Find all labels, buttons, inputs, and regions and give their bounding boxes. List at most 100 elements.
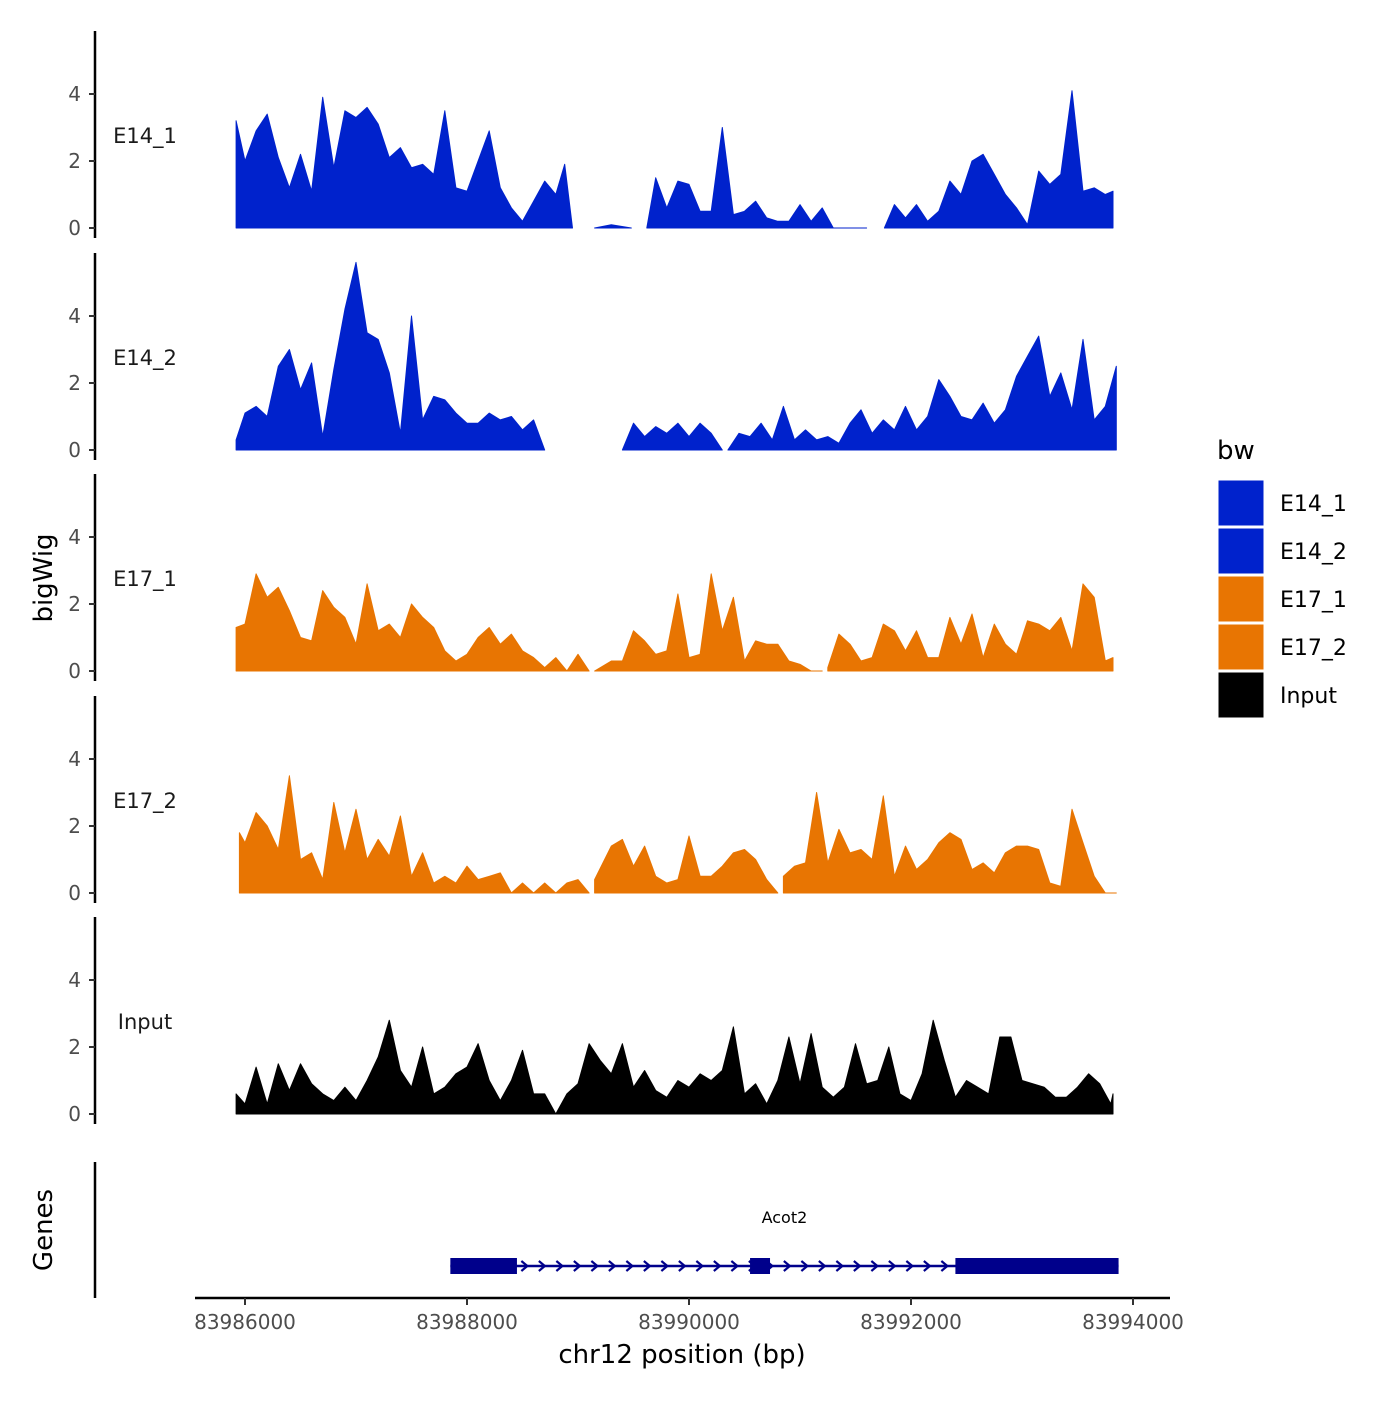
strand-arrow [678, 1260, 687, 1272]
signal-area-E17_1 [827, 583, 1114, 672]
y-tick-label: 2 [68, 592, 81, 616]
strand-arrow [625, 1260, 635, 1272]
y-tick-label: 4 [68, 82, 81, 106]
strand-arrow [713, 1260, 722, 1272]
strand-arrow [940, 1260, 950, 1272]
strand-arrow [608, 1260, 617, 1272]
y-axis-title: bigWig [29, 533, 59, 622]
strand-arrow [573, 1260, 582, 1272]
signal-area-E14_2 [621, 422, 723, 451]
track-label: Input [118, 1010, 172, 1034]
y-tick-label: 0 [68, 659, 81, 683]
strand-arrow [923, 1260, 932, 1272]
strand-arrow [538, 1260, 547, 1272]
track-label: E17_1 [113, 567, 177, 592]
signal-area-E14_1 [594, 224, 632, 229]
x-tick-label: 83992000 [860, 1310, 962, 1334]
strand-arrow [643, 1260, 652, 1272]
legend-swatch [1217, 527, 1265, 575]
strand-arrow [888, 1260, 897, 1272]
strand-arrow [590, 1260, 600, 1272]
track-label: E14_2 [113, 346, 177, 371]
strand-arrow [730, 1260, 740, 1272]
signal-area-E17_2 [782, 792, 1117, 894]
legend-label: E17_2 [1280, 636, 1347, 661]
legend-item-E14_1: E14_1 [1217, 479, 1347, 527]
strand-arrow [555, 1260, 565, 1272]
gene-Acot2: Acot2 [450, 1208, 1119, 1274]
legend-swatch [1217, 479, 1265, 527]
y-tick-label: 0 [68, 1102, 81, 1126]
legend-item-Input: Input [1217, 671, 1337, 719]
track-E17_2: 0 2 4 E17_2 [68, 696, 1117, 905]
track-E17_1: 0 2 4 E17_1 [68, 474, 1114, 683]
gene-exon [750, 1258, 771, 1274]
signal-area-E17_1 [594, 573, 823, 672]
x-tick-label: 83990000 [638, 1310, 740, 1334]
strand-arrow [870, 1260, 880, 1272]
signal-area-E17_2 [238, 775, 590, 894]
legend-item-E14_2: E14_2 [1217, 527, 1347, 575]
x-axis: 83986000 83988000 83990000 83992000 83994000… [194, 1296, 1184, 1370]
y-tick-label: 0 [68, 881, 81, 905]
y-tick-label: 4 [68, 304, 81, 328]
track-label: E17_2 [113, 789, 177, 814]
legend-item-E17_1: E17_1 [1217, 575, 1347, 623]
legend-title: bw [1217, 436, 1255, 466]
y-tick-label: 2 [68, 371, 81, 395]
strand-arrow [695, 1260, 705, 1272]
y-tick-label: 4 [68, 968, 81, 992]
signal-area-E14_2 [727, 335, 1117, 451]
strand-arrow [783, 1260, 792, 1272]
x-tick-label: 83994000 [1082, 1310, 1184, 1334]
x-tick-label: 83988000 [416, 1310, 518, 1334]
y-tick-label: 0 [68, 438, 81, 462]
y-tick-label: 2 [68, 1035, 81, 1059]
y-tick-label: 2 [68, 149, 81, 173]
legend-swatch [1217, 575, 1265, 623]
x-ticks: 83986000 83988000 83990000 83992000 83994000 [194, 1298, 1184, 1334]
strand-arrow [835, 1260, 845, 1272]
x-axis-title: chr12 position (bp) [558, 1340, 805, 1370]
strand-arrow [520, 1260, 530, 1272]
track-E14_2: 0 2 4 E14_2 [68, 253, 1117, 462]
track-Input: 0 2 4 Input [68, 917, 1114, 1126]
legend-label: E14_2 [1280, 540, 1347, 565]
signal-tracks: 0 2 4 E14_1 0 2 4 E14_2 0 2 4 E17_1 0 2 4 E17_2 0 2 4 Input [68, 31, 1117, 1126]
legend-label: E14_1 [1280, 492, 1347, 517]
legend-swatch [1217, 671, 1265, 719]
signal-area-Input [235, 1019, 1114, 1115]
y-tick-label: 4 [68, 525, 81, 549]
gene-name-label: Acot2 [762, 1208, 808, 1227]
gene-exon [955, 1258, 1119, 1274]
legend-item-E17_2: E17_2 [1217, 623, 1347, 671]
legend-label: E17_1 [1280, 588, 1347, 613]
signal-area-E14_1 [235, 96, 573, 229]
legend-swatch [1217, 623, 1265, 671]
strand-arrow [800, 1260, 810, 1272]
signal-area-E14_1 [646, 127, 868, 229]
track-E14_1: 0 2 4 E14_1 [68, 31, 1114, 240]
strand-arrow [853, 1260, 862, 1272]
y-tick-label: 2 [68, 814, 81, 838]
y-tick-label: 0 [68, 216, 81, 240]
gene-exon [450, 1258, 517, 1274]
legend: bw E14_1 E14_2 E17_1 E17_2 Input [1217, 436, 1347, 719]
gene-track: Acot2 [93, 1162, 1119, 1298]
legend-label: Input [1280, 684, 1337, 709]
genes-axis-title: Genes [29, 1189, 59, 1271]
x-tick-label: 83986000 [194, 1310, 296, 1334]
strand-arrow [905, 1260, 915, 1272]
signal-area-E14_1 [883, 90, 1114, 229]
signal-area-E17_2 [594, 835, 779, 894]
strand-arrow [660, 1260, 670, 1272]
y-tick-label: 4 [68, 747, 81, 771]
track-label: E14_1 [113, 124, 177, 149]
signal-area-E17_1 [235, 573, 590, 672]
legend-items: E14_1 E14_2 E17_1 E17_2 Input [1217, 479, 1347, 719]
gene-models: Acot2 [450, 1208, 1119, 1274]
signal-area-E14_2 [235, 261, 546, 451]
strand-arrow [818, 1260, 827, 1272]
